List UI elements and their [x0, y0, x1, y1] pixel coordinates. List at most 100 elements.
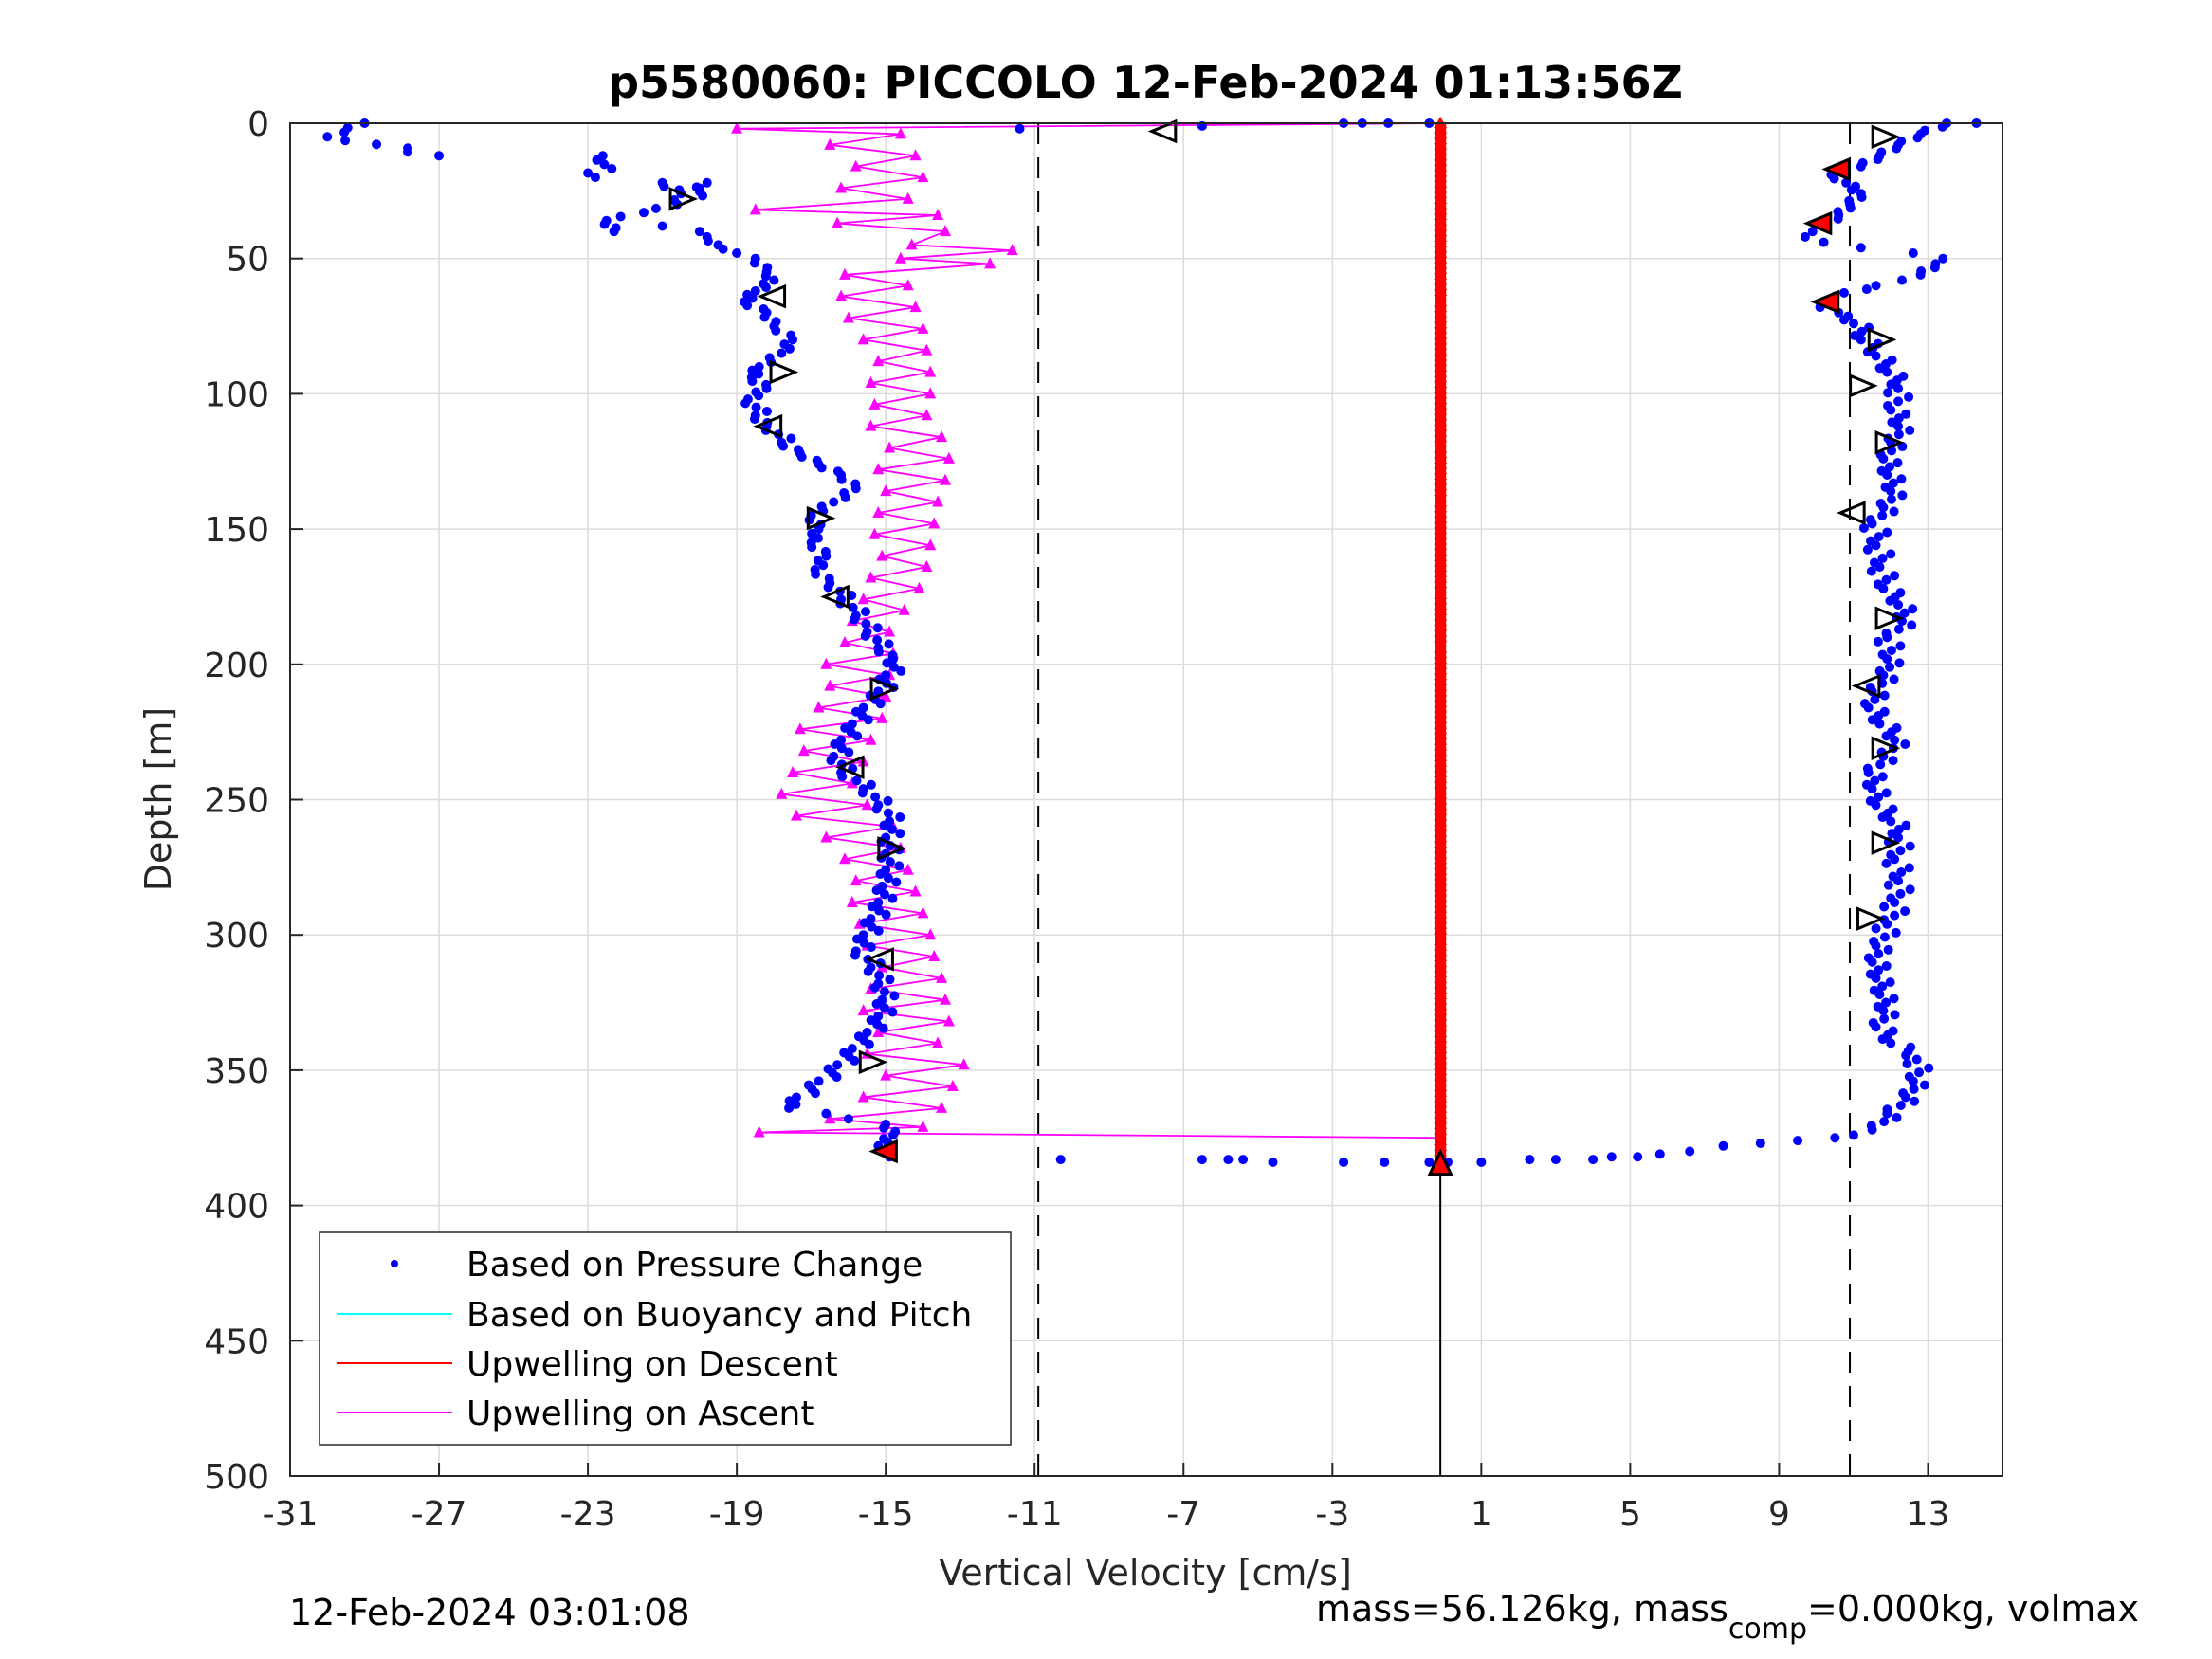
pressure-velocity-point	[1881, 858, 1892, 868]
pressure-velocity-point	[832, 1060, 843, 1070]
y-axis-label: Depth [m]	[137, 707, 179, 892]
pressure-velocity-point	[1905, 841, 1915, 851]
pressure-velocity-point	[1865, 515, 1875, 525]
filled-triangle-marker	[1427, 1148, 1453, 1176]
upwelling-ascent-point	[838, 635, 850, 647]
x-tick-label: -23	[560, 1495, 616, 1534]
pressure-velocity-point	[434, 151, 445, 161]
pressure-velocity-point	[840, 492, 850, 502]
legend-label-pressure: Based on Pressure Change	[466, 1246, 923, 1285]
open-triangle-marker	[806, 505, 836, 531]
pressure-velocity-point	[1895, 1101, 1906, 1111]
pressure-velocity-point	[1875, 498, 1886, 508]
pressure-velocity-point	[1268, 1157, 1278, 1167]
pressure-velocity-point	[1866, 566, 1876, 576]
pressure-velocity-point	[821, 1108, 832, 1119]
upwelling-ascent-point	[909, 301, 922, 313]
pressure-velocity-point	[771, 325, 781, 336]
upwelling-ascent-point	[865, 419, 877, 431]
pressure-velocity-point	[592, 155, 602, 165]
pressure-velocity-point	[1633, 1152, 1643, 1162]
pressure-velocity-point	[1223, 1155, 1234, 1165]
pressure-velocity-point	[778, 441, 789, 451]
pressure-velocity-point	[1893, 396, 1904, 407]
upwelling-ascent-point	[824, 137, 836, 150]
filled-triangle-marker	[868, 1139, 898, 1164]
pressure-velocity-point	[816, 463, 827, 473]
pressure-velocity-point	[372, 139, 382, 150]
pressure-velocity-point	[340, 136, 351, 146]
upwelling-ascent-point	[924, 928, 937, 940]
upwelling-ascent-point	[865, 375, 877, 388]
pressure-velocity-point	[1898, 1088, 1909, 1099]
pressure-velocity-point	[1476, 1157, 1487, 1167]
pressure-velocity-point	[747, 293, 758, 303]
pressure-velocity-point	[1380, 1157, 1390, 1167]
pressure-velocity-point	[1919, 1080, 1929, 1090]
pressure-velocity-point	[1877, 510, 1888, 520]
pressure-velocity-point	[1881, 997, 1892, 1008]
upwelling-ascent-point	[905, 238, 918, 250]
x-tick-label: -7	[1166, 1495, 1200, 1534]
pressure-velocity-point	[1895, 888, 1906, 899]
pressure-velocity-point	[1861, 284, 1872, 295]
pressure-velocity-point	[863, 966, 873, 976]
x-tick-label: -15	[858, 1495, 914, 1534]
pressure-velocity-point	[747, 376, 758, 387]
pressure-velocity-point	[1875, 759, 1886, 770]
open-triangle-marker	[1849, 374, 1878, 398]
pressure-velocity-point	[857, 788, 868, 798]
upwelling-ascent-point	[880, 1068, 892, 1081]
pressure-velocity-point	[1893, 429, 1904, 440]
upwelling-ascent-point	[838, 267, 850, 280]
pressure-velocity-point	[1819, 237, 1829, 247]
legend-box	[319, 1231, 1012, 1446]
x-tick-label: -31	[263, 1495, 319, 1534]
pressure-velocity-point	[870, 792, 881, 802]
pressure-velocity-point	[1055, 1155, 1066, 1165]
upwelling-ascent-point	[790, 809, 802, 821]
pressure-velocity-point	[882, 658, 892, 668]
upwelling-ascent-point	[865, 733, 877, 745]
ticks: -31 -27 -23 -19 -15 -11 -7 -3 1 5 9 130501001502002…	[204, 105, 1949, 1534]
pressure-velocity-point	[887, 1007, 898, 1017]
y-tick-label: 50	[226, 241, 269, 280]
pressure-velocity-point	[607, 163, 617, 173]
pressure-velocity-point	[879, 820, 889, 830]
pressure-velocity-point	[873, 925, 884, 936]
pressure-velocity-point	[874, 971, 885, 981]
pressure-velocity-point	[791, 1100, 801, 1110]
pressure-velocity-point	[885, 857, 895, 867]
pressure-velocity-point	[894, 861, 905, 871]
pressure-velocity-point	[1891, 927, 1901, 938]
pressure-velocity-point	[1887, 355, 1897, 365]
filled-triangle-marker	[1810, 289, 1840, 315]
pressure-velocity-point	[850, 950, 860, 960]
pressure-velocity-point	[896, 665, 906, 676]
upwelling-ascent-point	[880, 484, 892, 497]
pressure-velocity-point	[1900, 738, 1910, 749]
pressure-velocity-point	[754, 361, 764, 372]
pressure-velocity-point	[1895, 588, 1906, 598]
upwelling-ascent-point	[936, 1101, 948, 1113]
pressure-velocity-point	[1869, 557, 1879, 568]
pressure-velocity-point	[1874, 949, 1884, 959]
pressure-velocity-point	[1893, 413, 1904, 424]
pressure-velocity-point	[867, 902, 877, 912]
pressure-velocity-point	[1882, 527, 1892, 538]
upwelling-ascent-point	[917, 1120, 929, 1132]
upwelling-ascent-point	[850, 159, 862, 172]
pressure-velocity-point	[751, 402, 761, 412]
pressure-velocity-point	[1885, 977, 1895, 988]
upwelling-ascent-point	[857, 333, 869, 345]
pressure-velocity-point	[1871, 281, 1881, 291]
pressure-velocity-point	[814, 1076, 824, 1086]
upwelling-ascent-point	[902, 863, 914, 875]
upwelling-ascent-point	[872, 463, 885, 475]
pressure-velocity-point	[884, 639, 894, 649]
pressure-velocity-point	[883, 873, 893, 884]
pressure-velocity-point	[1863, 953, 1874, 963]
pressure-velocity-point	[879, 987, 889, 997]
upwelling-ascent-point	[787, 765, 799, 777]
pressure-velocity-point	[1916, 266, 1927, 277]
